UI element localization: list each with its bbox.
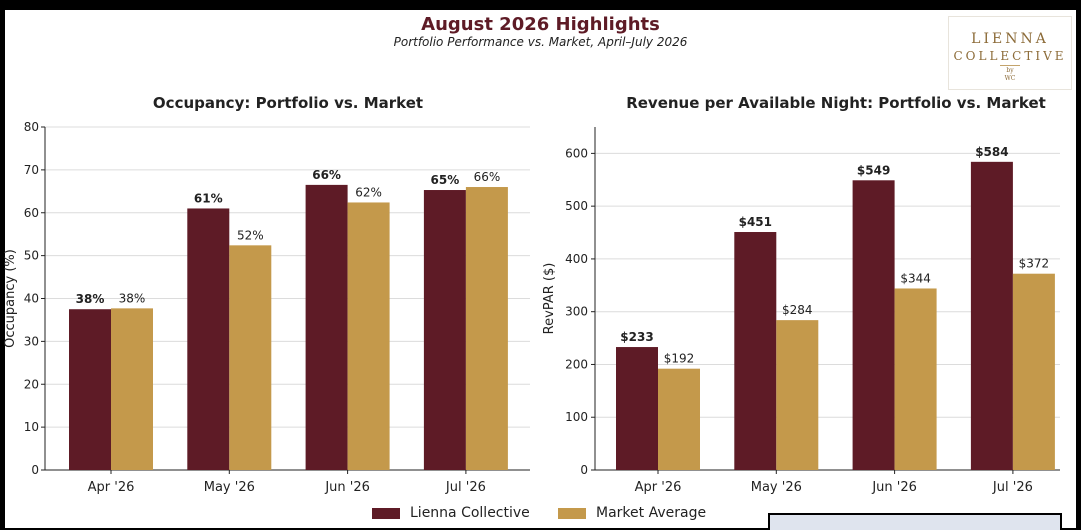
- legend-label-market: Market Average: [596, 505, 707, 521]
- legend-item-market: Market Average: [558, 505, 706, 521]
- legend: Lienna Collective Market Average: [0, 505, 1081, 525]
- chart-0-bar-s1-3: [465, 187, 508, 470]
- chart-0-ytick-label-1: 10: [24, 420, 39, 434]
- chart-1-xtick-label-2: Jun '26: [871, 480, 917, 495]
- chart-1-ytick-label-5: 500: [565, 199, 588, 213]
- legend-swatch-market: [558, 507, 586, 519]
- chart-1-data-label-s0-1: $451: [739, 215, 772, 229]
- chart-1-xtick-label-0: Apr '26: [635, 480, 682, 495]
- chart-1-ylabel: RevPAR ($): [542, 263, 557, 335]
- chart-0-bar-s0-0: [69, 309, 111, 470]
- chart-0-bar-s0-3: [423, 190, 466, 470]
- note-box: [768, 513, 1062, 530]
- chart-0-xtick-label-3: Jul '26: [445, 480, 486, 495]
- logo-line-2: COLLECTIVE: [953, 49, 1067, 63]
- chart-0-data-label-s0-1: 61%: [194, 191, 223, 205]
- chart-0-data-label-s1-0: 38%: [119, 291, 146, 305]
- brand-logo: LIENNA COLLECTIVE by WC: [948, 16, 1072, 90]
- chart-1-data-label-s1-1: $284: [782, 303, 813, 317]
- chart-1-xtick-label-1: May '26: [751, 480, 802, 495]
- chart-0-data-label-s1-3: 66%: [474, 170, 501, 184]
- chart-1-ytick-label-6: 600: [565, 146, 588, 160]
- logo-divider: [1000, 65, 1020, 66]
- chart-1-data-label-s0-0: $233: [620, 330, 653, 344]
- legend-item-portfolio: Lienna Collective: [372, 505, 530, 521]
- chart-1-data-label-s1-2: $344: [900, 271, 931, 285]
- logo-line-1: LIENNA: [971, 31, 1049, 47]
- chart-1-xtick-label-3: Jul '26: [992, 480, 1033, 495]
- logo-line-4: WC: [1004, 75, 1016, 82]
- chart-0-ytick-label-8: 80: [24, 120, 39, 134]
- chart-0-bar-s1-0: [111, 308, 153, 470]
- chart-1-bar-s1-3: [1012, 273, 1055, 470]
- chart-0-ytick-label-5: 50: [24, 249, 39, 263]
- legend-swatch-portfolio: [372, 507, 400, 519]
- chart-0-ytick-label-4: 40: [24, 292, 39, 306]
- chart-1-bar-s1-2: [894, 288, 937, 470]
- chart-0-data-label-s1-2: 62%: [355, 185, 382, 199]
- chart-1-ytick-label-4: 400: [565, 252, 588, 266]
- chart-1-data-label-s0-2: $549: [857, 163, 890, 177]
- chart-0-ytick-label-3: 30: [24, 334, 39, 348]
- chart-0-ytick-label-2: 20: [24, 377, 39, 391]
- chart-0-ytick-label-0: 0: [31, 463, 39, 477]
- chart-1-bar-s0-1: [734, 232, 777, 470]
- page-subtitle: Portfolio Performance vs. Market, April–…: [393, 35, 688, 49]
- chart-0-data-label-s1-1: 52%: [237, 228, 264, 242]
- legend-label-portfolio: Lienna Collective: [410, 505, 530, 521]
- chart-1-bar-s1-1: [776, 320, 819, 470]
- chart-1-data-label-s0-3: $584: [975, 145, 1008, 159]
- chart-0-ylabel: Occupancy (%): [3, 249, 18, 348]
- chart-0-bar-s0-1: [187, 208, 230, 470]
- chart-0-ytick-label-6: 60: [24, 206, 39, 220]
- chart-1-bar-s0-0: [616, 347, 658, 470]
- chart-0-data-label-s0-0: 38%: [76, 292, 105, 306]
- chart-0-data-label-s0-2: 66%: [312, 168, 341, 182]
- chart-0-ytick-label-7: 70: [24, 163, 39, 177]
- chart-1-data-label-s1-0: $192: [664, 352, 695, 366]
- chart-1-ytick-label-3: 300: [565, 305, 588, 319]
- chart-1-data-label-s1-3: $372: [1019, 257, 1050, 271]
- chart-0-xtick-label-0: Apr '26: [88, 480, 135, 495]
- chart-1-ytick-label-1: 100: [565, 410, 588, 424]
- chart-0-bar-s0-2: [305, 184, 348, 470]
- chart-0-title: Occupancy: Portfolio vs. Market: [153, 94, 423, 112]
- chart-1-title: Revenue per Available Night: Portfolio v…: [626, 94, 1046, 112]
- chart-1-bar-s1-0: [658, 368, 700, 470]
- chart-0-data-label-s0-3: 65%: [431, 173, 460, 187]
- chart-0-xtick-label-2: Jun '26: [324, 480, 370, 495]
- chart-1-bar-s0-2: [852, 180, 895, 470]
- logo-line-3: by: [1006, 67, 1014, 74]
- chart-1-ytick-label-0: 0: [580, 463, 588, 477]
- chart-1-ytick-label-2: 200: [565, 357, 588, 371]
- chart-0-bar-s1-2: [347, 202, 390, 470]
- chart-0-xtick-label-1: May '26: [204, 480, 255, 495]
- chart-0-bar-s1-1: [229, 245, 272, 470]
- chart-1-bar-s0-3: [970, 161, 1013, 470]
- page-title: August 2026 Highlights: [421, 14, 660, 35]
